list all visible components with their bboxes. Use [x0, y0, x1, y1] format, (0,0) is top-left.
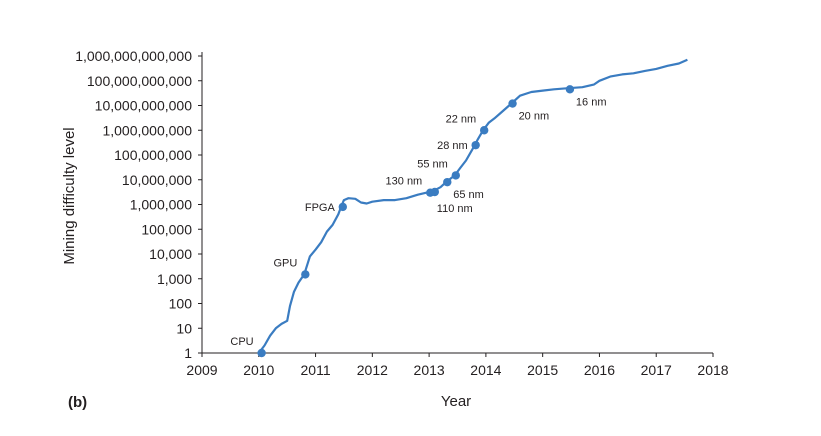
- y-axis-title: Mining difficulty level: [61, 127, 78, 264]
- y-tick-label: 10,000: [149, 246, 192, 262]
- marker-point: [508, 99, 517, 108]
- y-tick-label: 1,000: [157, 271, 192, 287]
- y-tick-label: 10: [176, 320, 192, 336]
- marker-point: [471, 140, 480, 150]
- marker-label: 16 nm: [576, 96, 607, 108]
- marker-label: FPGA: [305, 202, 336, 214]
- x-tick-label: 2015: [527, 362, 558, 378]
- marker-point: [443, 177, 452, 187]
- marker-label: GPU: [273, 257, 297, 269]
- x-tick-label: 2017: [641, 362, 672, 378]
- marker-point: [257, 348, 266, 358]
- y-axis: 1 10 100 1,000 10,000 100,000 1,000,000 10,000,…: [75, 48, 203, 361]
- x-tick-label: 2013: [414, 362, 445, 378]
- x-tick-label: 2011: [301, 362, 331, 378]
- x-axis: 2009 2010 2011 2012 2013 2014 2015 2016 2017 2018: [186, 352, 729, 378]
- x-tick-label: 2016: [584, 362, 615, 378]
- marker-label: 130 nm: [386, 176, 423, 188]
- y-tick-label: 10,000,000,000: [95, 98, 193, 114]
- marker-point: [301, 270, 310, 279]
- marker-label: 28 nm: [437, 140, 468, 152]
- marker-label: CPU: [230, 336, 253, 348]
- marker-point: [479, 126, 489, 135]
- marker-layer: CPU GPU FPGA 130 nm 110 nm 65 nm 55 nm 28 nm 22 …: [230, 85, 607, 358]
- y-tick-label: 1,000,000: [130, 197, 192, 213]
- y-tick-label: 1,000,000,000: [102, 122, 192, 138]
- y-tick-label: 100,000: [141, 221, 192, 237]
- marker-point: [430, 187, 439, 197]
- y-tick-label: 1: [184, 345, 192, 361]
- x-tick-label: 2012: [357, 362, 388, 378]
- y-tick-label: 100,000,000: [114, 147, 192, 163]
- x-tick-label: 2009: [186, 362, 217, 378]
- x-tick-label: 2014: [470, 362, 501, 378]
- marker-label: 55 nm: [417, 158, 448, 170]
- x-axis-title: Year: [441, 393, 471, 410]
- x-tick-label: 2010: [243, 362, 274, 378]
- marker-point: [565, 85, 575, 94]
- panel-label: (b): [68, 394, 87, 411]
- x-tick-label: 2018: [697, 362, 728, 378]
- y-tick-label: 1,000,000,000,000: [75, 48, 192, 64]
- y-tick-label: 10,000,000: [122, 172, 192, 188]
- y-tick-label: 100: [169, 296, 193, 312]
- y-tick-label: 100,000,000,000: [87, 73, 192, 89]
- marker-label: 20 nm: [519, 111, 550, 123]
- marker-point: [451, 171, 460, 180]
- marker-label: 22 nm: [446, 113, 477, 125]
- marker-label: 65 nm: [453, 189, 484, 201]
- marker-point: [338, 202, 348, 212]
- marker-label: 110 nm: [437, 203, 473, 215]
